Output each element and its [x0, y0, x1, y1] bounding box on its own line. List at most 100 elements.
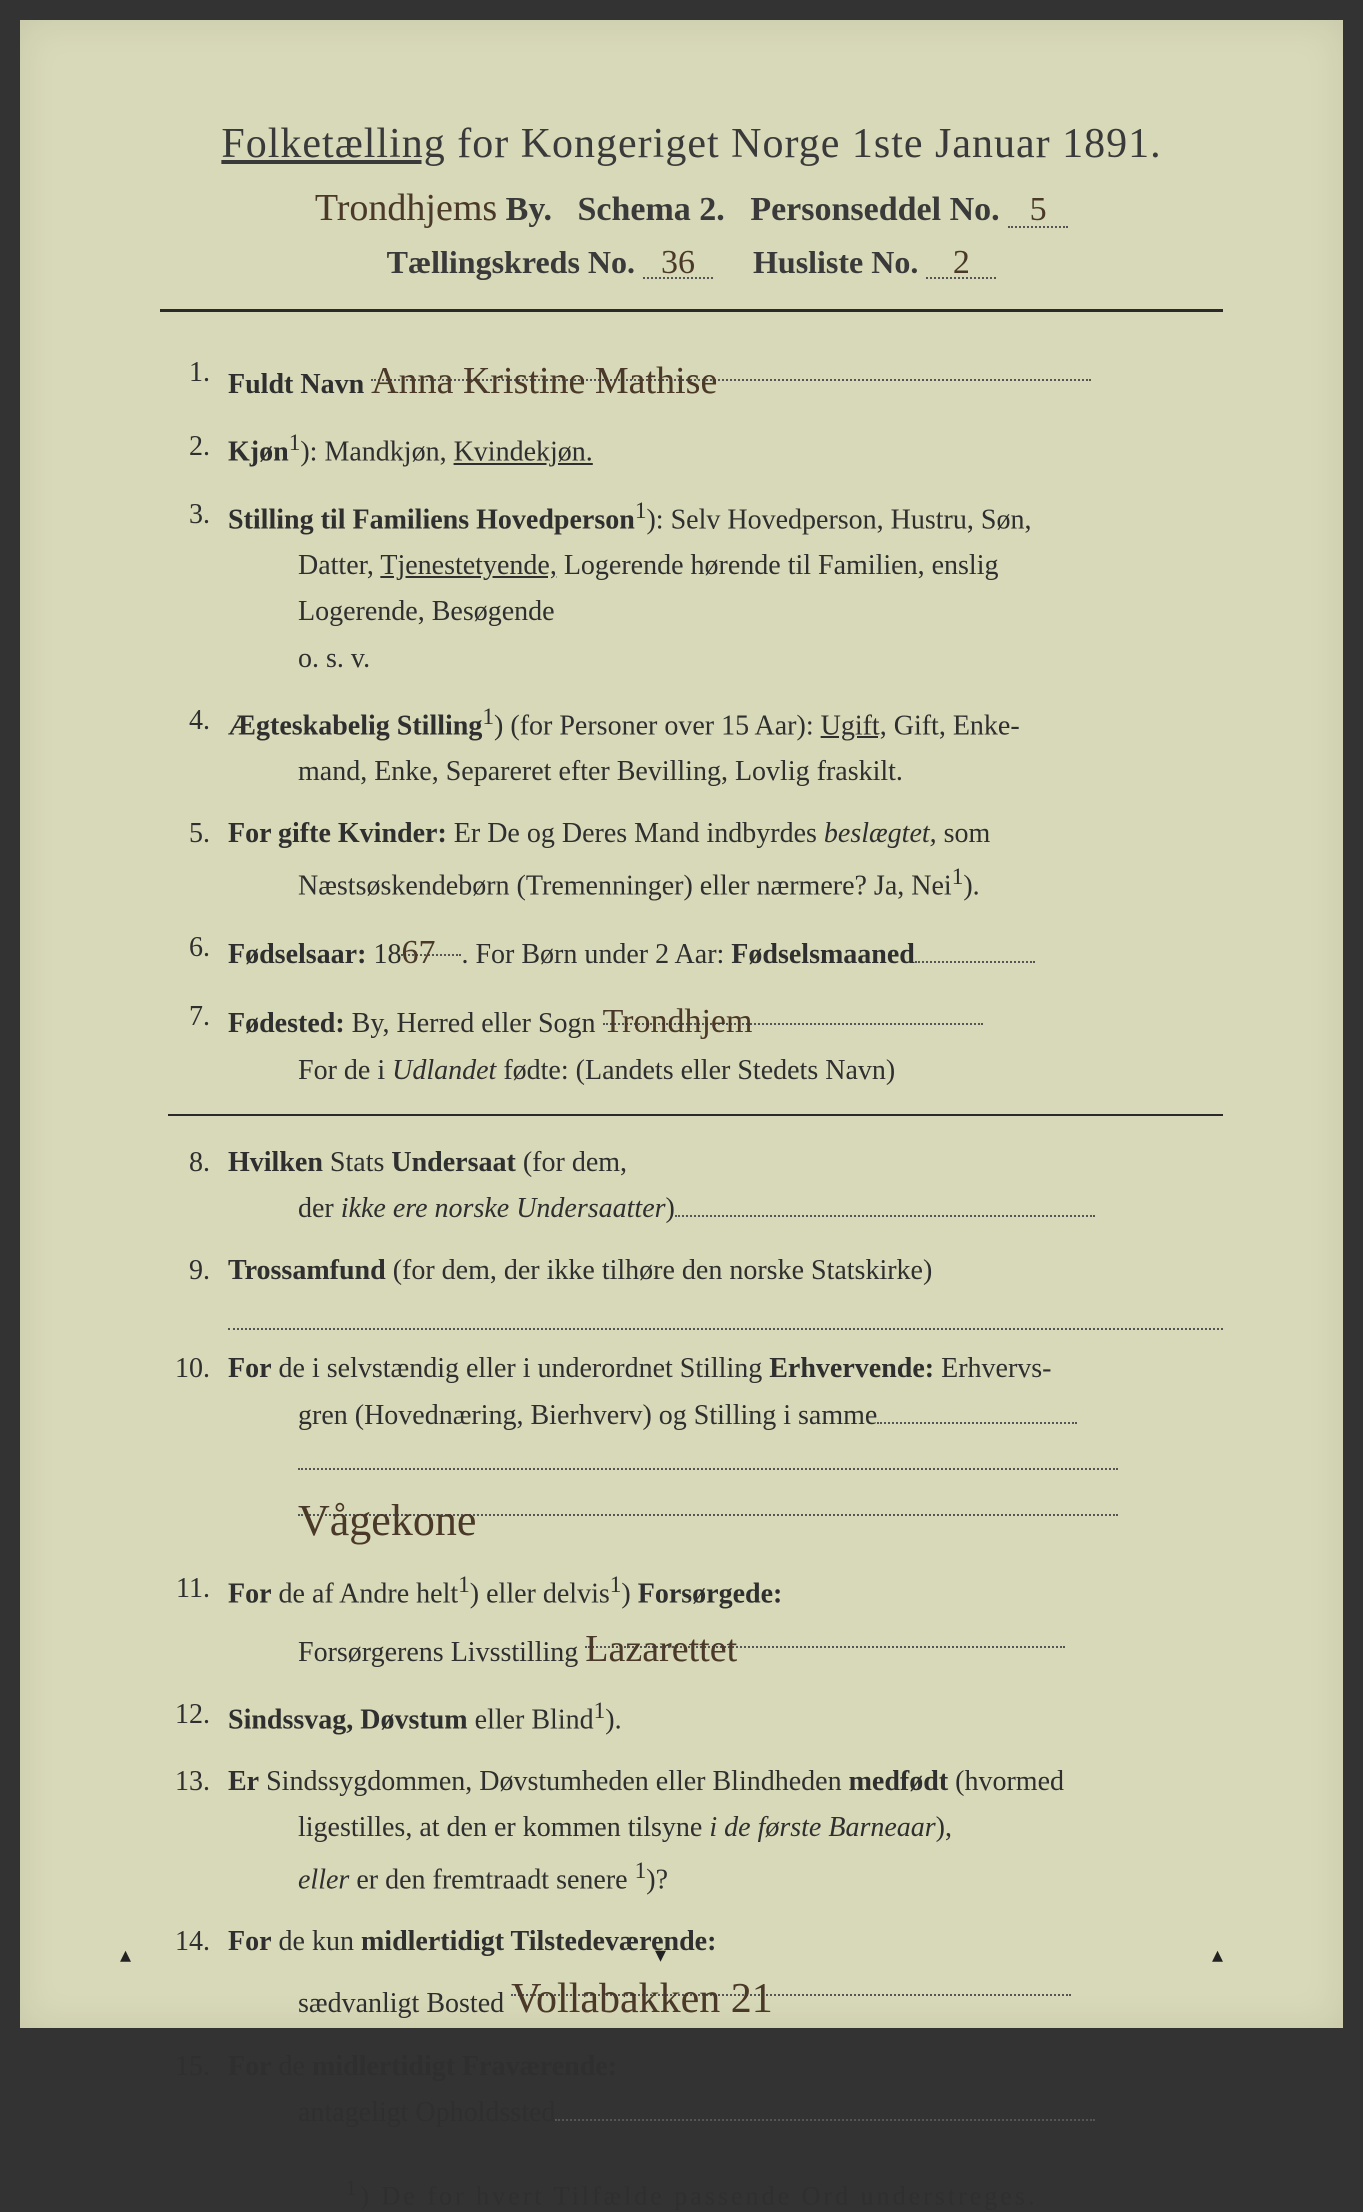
kreds-label: Tællingskreds No.: [387, 244, 635, 280]
field-8-citizenship: 8. Hvilken Stats Undersaat (for dem, der…: [168, 1140, 1223, 1232]
schema-label: Schema 2.: [577, 191, 724, 228]
field-num: 14.: [168, 1919, 228, 2027]
personseddel-no: 5: [1030, 191, 1047, 229]
field-12-disability: 12. Sindssvag, Døvstum eller Blind1).: [168, 1692, 1223, 1744]
husliste-label: Husliste No.: [753, 244, 918, 280]
field-text: Stats: [323, 1147, 391, 1178]
selected-value: Ugift,: [821, 710, 887, 741]
field-text: (for dem,: [516, 1147, 627, 1178]
title-rest: for Kongeriget Norge 1ste Januar 1891.: [446, 121, 1162, 167]
sup: 1: [952, 864, 964, 890]
provider-value: Lazarettet: [585, 1618, 737, 1681]
field-text: Gift, Enke-: [887, 710, 1020, 741]
field-text: ).: [605, 1704, 621, 1735]
field-num: 13.: [168, 1759, 228, 1903]
kreds-no: 36: [661, 244, 695, 282]
field-3-relation: 3. Stilling til Familiens Hovedperson1):…: [168, 492, 1223, 682]
field-text: Logerende hørende til Familien, enslig: [557, 550, 999, 581]
residence-value: Vollabakken 21: [511, 1965, 773, 2034]
subtitle-line-2: Tællingskreds No. 36 Husliste No. 2: [160, 244, 1223, 281]
selected-value: Kvindekjøn.: [454, 437, 593, 468]
field-label: Trossamfund: [228, 1255, 386, 1286]
field-label: Er: [228, 1766, 259, 1797]
field-num: 4.: [168, 698, 228, 796]
field-10-occupation: 10. For de i selvstændig eller i underor…: [168, 1346, 1223, 1550]
field-text: Forsørgerens Livsstilling: [298, 1637, 585, 1668]
field-text: For de i: [298, 1055, 392, 1086]
form-title: Folketælling for Kongeriget Norge 1ste J…: [160, 120, 1223, 168]
field-text: ) (for Personer over 15 Aar):: [494, 710, 821, 741]
field-text: ligestilles, at den er kommen tilsyne: [298, 1812, 709, 1843]
field-text: Datter,: [298, 550, 380, 581]
field-text: Næstsøskendebørn (Tremenninger) eller næ…: [298, 870, 952, 901]
section-divider: [168, 1114, 1223, 1116]
field-text: 18: [366, 939, 401, 970]
personseddel-label: Personseddel No.: [750, 191, 999, 228]
sup: 1: [594, 1698, 606, 1724]
field-text: der: [298, 1193, 341, 1224]
field-7-birthplace: 7. Fødested: By, Herred eller Sogn Trond…: [168, 994, 1223, 1093]
header-divider: [160, 309, 1223, 312]
field-text: ): [621, 1578, 637, 1609]
field-text: de i selvstændig eller i underordnet Sti…: [272, 1353, 770, 1384]
field-label-2: Forsørgede:: [638, 1578, 783, 1609]
field-text: Er De og Deres Mand indbyrdes: [447, 818, 824, 849]
field-label: Ægteskabelig Stilling: [228, 710, 482, 741]
field-text: gren (Hovednæring, Bierhverv) og Stillin…: [298, 1400, 877, 1431]
corner-mark-right: ▴: [1212, 1942, 1223, 1968]
form-fields: 1. Fuldt Navn Anna Kristine Mathise 2. K…: [160, 350, 1223, 2136]
field-num: 11.: [168, 1566, 228, 1676]
field-num: 8.: [168, 1140, 228, 1232]
field-num: 3.: [168, 492, 228, 682]
selected-value: Tjenestetyende,: [380, 550, 556, 581]
field-4-marital: 4. Ægteskabelig Stilling1) (for Personer…: [168, 698, 1223, 796]
field-text: Erhvervs-: [934, 1353, 1051, 1384]
birthplace-value: Trondhjem: [603, 994, 753, 1050]
field-num: 2.: [168, 424, 228, 476]
field-label-2: Erhvervende:: [769, 1353, 934, 1384]
field-text-italic: eller: [298, 1864, 349, 1895]
field-text: mand, Enke, Separeret efter Bevilling, L…: [228, 749, 1223, 795]
field-label: For: [228, 1578, 272, 1609]
field-label: Fødested:: [228, 1008, 345, 1039]
field-text: antageligt Opholdssted: [298, 2097, 555, 2128]
field-text-italic: Udlandet: [392, 1055, 496, 1086]
field-text: Sindssygdommen, Døvstumheden eller Blind…: [259, 1766, 849, 1797]
sup: 1: [610, 1572, 622, 1598]
sup: 1: [458, 1572, 470, 1598]
field-text: By, Herred eller Sogn: [345, 1008, 596, 1039]
field-num: 1.: [168, 350, 228, 408]
field-label: Fødselsaar:: [228, 939, 366, 970]
field-text: ): Mandkjøn,: [300, 437, 453, 468]
sup: 1: [346, 2176, 361, 2200]
sup: 1: [289, 430, 301, 456]
field-text: som: [937, 818, 991, 849]
field-text: (for dem, der ikke tilhøre den norske St…: [386, 1255, 933, 1286]
field-text: de: [272, 2051, 312, 2082]
field-num: 7.: [168, 994, 228, 1093]
field-text: eller Blind: [468, 1704, 594, 1735]
field-text: ): [666, 1193, 675, 1224]
field-text: Logerende, Besøgende: [228, 589, 1223, 635]
field-label: Fuldt Navn: [228, 369, 364, 400]
field-label-2: Fødselsmaaned: [731, 939, 915, 970]
blank-line: [228, 1300, 1223, 1330]
field-num: 6.: [168, 925, 228, 978]
field-text: ) eller delvis: [470, 1578, 610, 1609]
corner-mark-middle: ▾: [655, 1942, 666, 1968]
field-label-2: midlertidigt Fraværende:: [312, 2051, 617, 2082]
husliste-no: 2: [953, 244, 970, 282]
city-handwritten: Trondhjems: [315, 186, 497, 230]
field-text-italic: i de første Barneaar: [709, 1812, 935, 1843]
field-13-congenital: 13. Er Sindssygdommen, Døvstumheden elle…: [168, 1759, 1223, 1903]
field-text: )?: [646, 1864, 668, 1895]
field-text-italic: ikke ere norske Undersaatter: [341, 1193, 666, 1224]
field-text: ): Selv Hovedperson, Hustru, Søn,: [646, 504, 1031, 535]
field-2-sex: 2. Kjøn1): Mandkjøn, Kvindekjøn.: [168, 424, 1223, 476]
title-word-underlined: Folketælling: [221, 121, 445, 167]
field-text: (hvormed: [948, 1766, 1064, 1797]
field-15-temporary-absent: 15. For de midlertidigt Fraværende: anta…: [168, 2044, 1223, 2136]
field-1-name: 1. Fuldt Navn Anna Kristine Mathise: [168, 350, 1223, 408]
by-label: By.: [506, 191, 552, 228]
field-text: o. s. v.: [228, 636, 1223, 682]
